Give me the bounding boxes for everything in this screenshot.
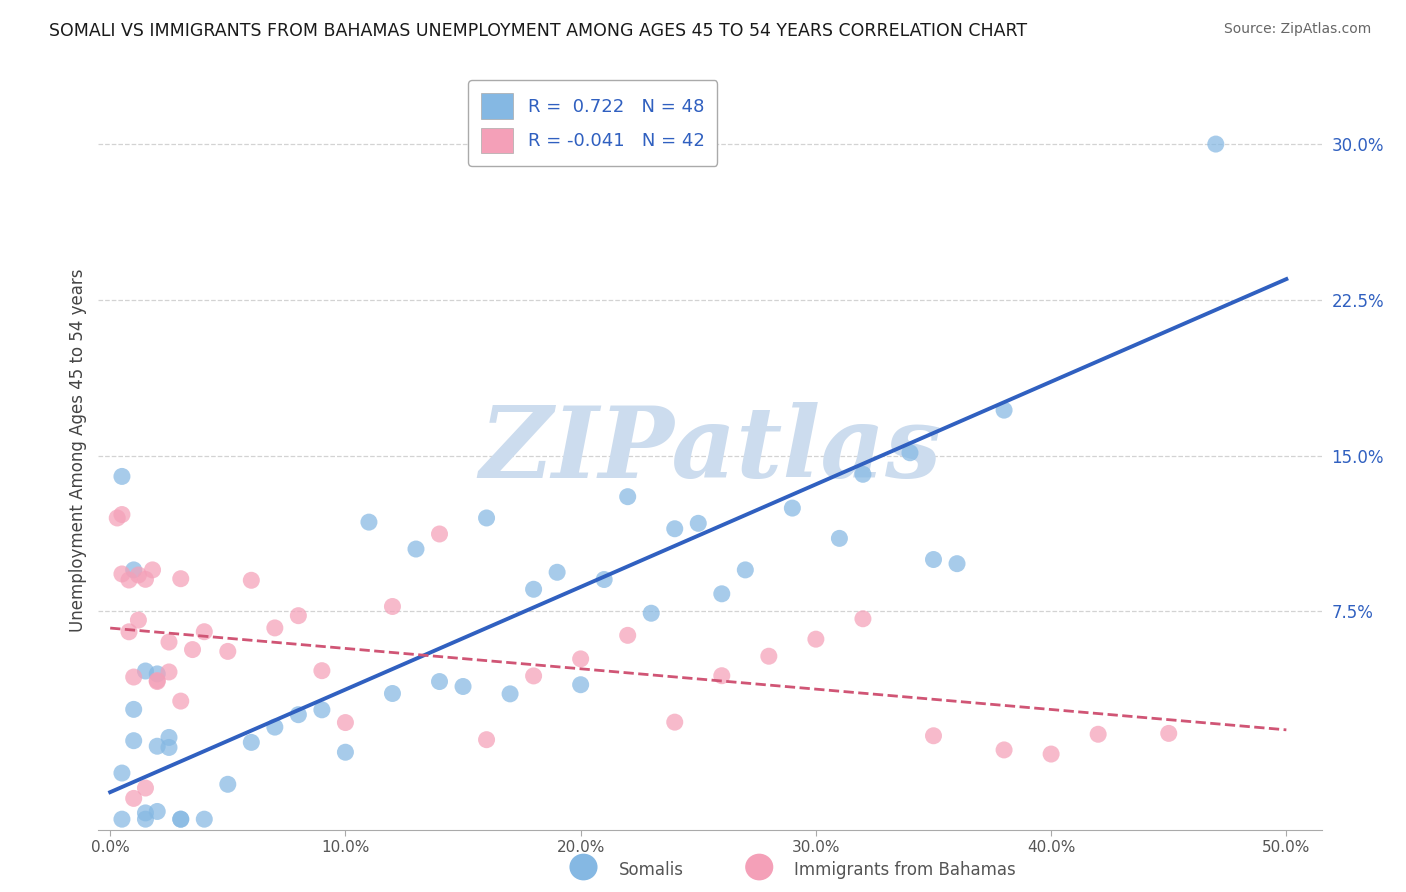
Point <box>263 720 285 734</box>
Point <box>157 635 180 649</box>
Point <box>616 490 638 504</box>
Point <box>127 613 149 627</box>
Point <box>193 624 215 639</box>
Text: Somalis: Somalis <box>619 861 683 879</box>
Point <box>475 511 498 525</box>
Point <box>111 508 134 522</box>
Point <box>782 501 804 516</box>
Point <box>170 812 193 826</box>
Point <box>1205 137 1227 152</box>
Point <box>405 542 427 557</box>
Point <box>111 566 134 581</box>
Point <box>357 515 380 529</box>
Point <box>1157 726 1180 740</box>
Point <box>664 522 686 536</box>
Point <box>640 606 662 620</box>
Point <box>898 446 921 460</box>
Legend: R =  0.722   N = 48, R = -0.041   N = 42: R = 0.722 N = 48, R = -0.041 N = 42 <box>468 80 717 166</box>
Point <box>429 674 451 689</box>
Point <box>852 467 875 482</box>
Point <box>993 403 1015 417</box>
Point <box>157 740 180 755</box>
Point <box>616 628 638 642</box>
Point <box>852 612 875 626</box>
Point <box>122 563 145 577</box>
Text: Source: ZipAtlas.com: Source: ZipAtlas.com <box>1223 22 1371 37</box>
Point <box>217 644 239 658</box>
Point <box>105 511 128 525</box>
Point <box>170 572 193 586</box>
Point <box>134 780 156 795</box>
Point <box>134 805 156 820</box>
Point <box>381 686 404 700</box>
Point <box>922 729 945 743</box>
Point <box>134 812 156 826</box>
Point <box>569 678 592 692</box>
Point <box>118 573 141 587</box>
Point <box>710 669 733 683</box>
Point <box>311 703 333 717</box>
Point <box>499 687 522 701</box>
Point <box>146 667 169 681</box>
Point <box>122 702 145 716</box>
Point <box>181 642 204 657</box>
Point <box>157 731 180 745</box>
Point <box>335 745 357 759</box>
Point <box>111 812 134 826</box>
Point <box>688 516 710 531</box>
Point <box>828 532 851 546</box>
Point <box>118 624 141 639</box>
Point <box>311 664 333 678</box>
Point <box>146 674 169 689</box>
Point <box>429 527 451 541</box>
Point <box>170 812 193 826</box>
Point <box>263 621 285 635</box>
Point <box>335 715 357 730</box>
Point <box>127 568 149 582</box>
Point <box>146 805 169 819</box>
Point <box>240 574 263 588</box>
Point <box>170 694 193 708</box>
Point <box>1087 727 1109 741</box>
Point <box>134 664 156 678</box>
Point <box>593 573 616 587</box>
Point <box>993 743 1015 757</box>
Point <box>287 707 309 722</box>
Point <box>710 587 733 601</box>
Point <box>141 563 163 577</box>
Point <box>922 552 945 566</box>
Point <box>157 665 180 679</box>
Point <box>122 670 145 684</box>
Point <box>523 582 546 597</box>
Point <box>381 599 404 614</box>
Point <box>804 632 827 647</box>
Point <box>287 608 309 623</box>
Point <box>734 563 756 577</box>
Point <box>664 715 686 730</box>
Point <box>122 791 145 805</box>
Point <box>240 735 263 749</box>
Point <box>451 680 474 694</box>
Point <box>146 673 169 688</box>
Point <box>546 566 568 580</box>
Point <box>111 766 134 780</box>
Y-axis label: Unemployment Among Ages 45 to 54 years: Unemployment Among Ages 45 to 54 years <box>69 268 87 632</box>
Text: ZIPatlas: ZIPatlas <box>479 402 941 499</box>
Point <box>758 649 780 664</box>
Point <box>193 812 215 826</box>
Point <box>523 669 546 683</box>
Text: SOMALI VS IMMIGRANTS FROM BAHAMAS UNEMPLOYMENT AMONG AGES 45 TO 54 YEARS CORRELA: SOMALI VS IMMIGRANTS FROM BAHAMAS UNEMPL… <box>49 22 1028 40</box>
Point <box>122 733 145 747</box>
Point <box>111 469 134 483</box>
Text: Immigrants from Bahamas: Immigrants from Bahamas <box>794 861 1017 879</box>
Point <box>1040 747 1063 761</box>
Point <box>946 557 969 571</box>
Point <box>475 732 498 747</box>
Point <box>146 739 169 754</box>
Point <box>569 652 592 666</box>
Point <box>217 777 239 791</box>
Point <box>134 572 156 586</box>
